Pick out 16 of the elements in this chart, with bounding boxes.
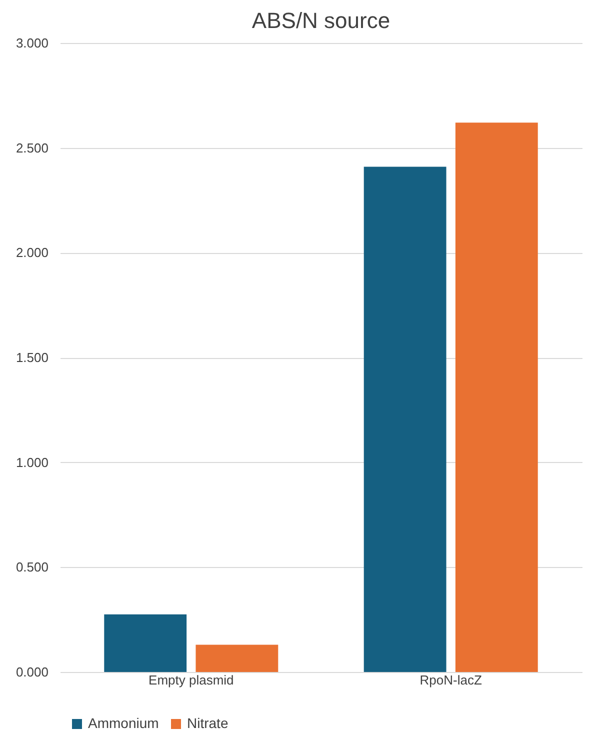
y-tick-label: 1.000 — [16, 454, 48, 470]
bar — [455, 122, 538, 672]
y-tick-label: 2.500 — [16, 140, 48, 156]
y-tick-label: 2.000 — [16, 245, 48, 260]
y-tick-label: 1.500 — [16, 350, 48, 365]
y-tick-label: 0.500 — [16, 560, 48, 575]
chart-title: ABS/N source — [252, 8, 390, 33]
y-tick-label: 3.000 — [16, 36, 48, 50]
y-tick-label: 0.000 — [16, 664, 48, 680]
legend-label: Nitrate — [187, 715, 228, 731]
bar — [364, 166, 446, 672]
bar — [104, 614, 187, 672]
legend-label: Ammonium — [88, 715, 159, 731]
x-tick-label: Empty plasmid — [148, 672, 234, 688]
bar — [196, 644, 278, 672]
x-tick-label: RpoN-lacZ — [420, 672, 482, 688]
